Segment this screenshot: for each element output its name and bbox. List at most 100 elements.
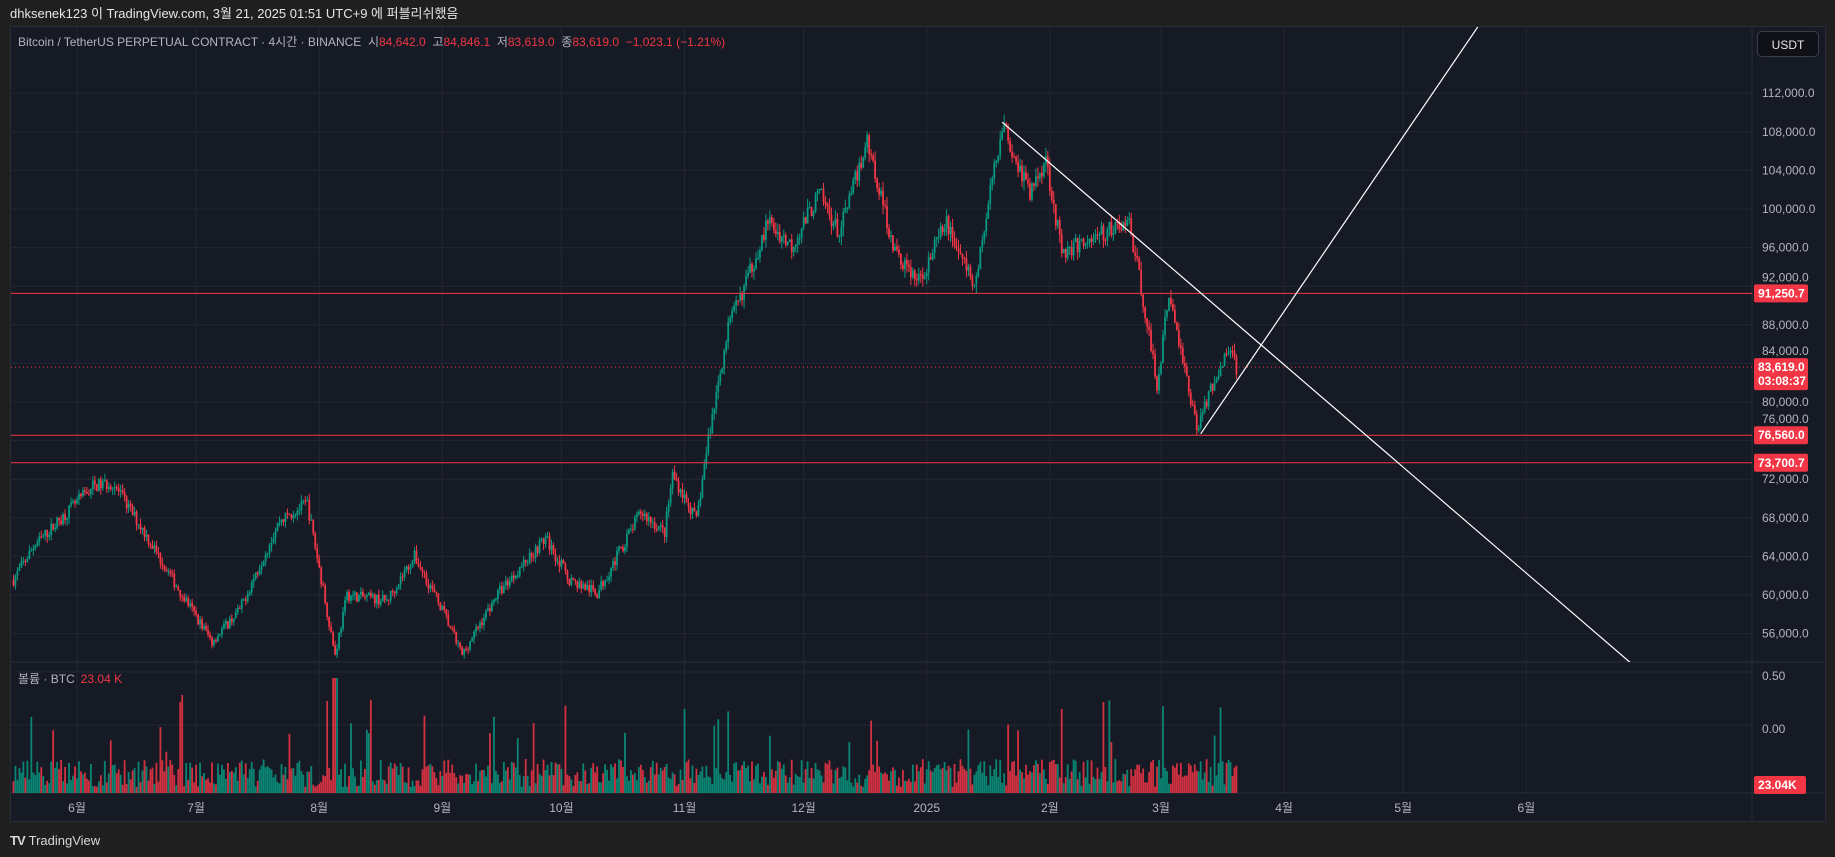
candle-body xyxy=(304,500,307,502)
volume-bar xyxy=(252,768,255,793)
candle-body xyxy=(774,230,777,234)
candle-body xyxy=(975,275,978,285)
time-tick-label: 8월 xyxy=(310,801,328,815)
candle-body xyxy=(1189,392,1192,405)
volume-bar xyxy=(548,775,551,793)
candle-body xyxy=(1233,350,1236,357)
volume-bar xyxy=(113,764,116,793)
candle-body xyxy=(354,592,356,596)
candle-body xyxy=(411,560,414,568)
candle-body xyxy=(256,572,259,575)
volume-bar xyxy=(409,786,412,793)
volume-bar xyxy=(169,759,172,793)
volume-bar xyxy=(80,771,82,793)
volume-bar xyxy=(900,786,902,793)
volume-bar xyxy=(1183,775,1186,793)
volume-bar xyxy=(493,716,495,793)
symbol-title[interactable]: Bitcoin / TetherUS PERPETUAL CONTRACT · … xyxy=(18,35,362,49)
candle-body xyxy=(473,631,475,639)
volume-bar xyxy=(520,786,523,793)
volume-bar xyxy=(860,785,863,793)
candle-body xyxy=(1219,367,1222,377)
volume-bar xyxy=(1211,785,1214,793)
candle-body xyxy=(933,239,936,253)
volume-bar xyxy=(858,774,861,793)
time-tick-label: 10월 xyxy=(549,801,573,815)
candle-body xyxy=(14,575,17,586)
volume-label[interactable]: 볼륨 · BTC xyxy=(18,672,75,686)
candle-body xyxy=(52,523,55,530)
low-value: 83,619.0 xyxy=(507,35,555,49)
candle-body xyxy=(1100,225,1103,235)
candle-body xyxy=(624,547,626,552)
volume-bar xyxy=(129,779,132,793)
volume-bar xyxy=(524,759,527,793)
symbol-legend: Bitcoin / TetherUS PERPETUAL CONTRACT · … xyxy=(18,33,725,50)
volume-bar xyxy=(691,765,694,793)
candle-body xyxy=(921,274,924,279)
volume-last-label-bg xyxy=(1754,776,1806,794)
candle-body xyxy=(659,524,662,527)
volume-bar xyxy=(1124,774,1127,793)
candle-body xyxy=(405,566,408,571)
candle-body xyxy=(522,559,525,567)
tradingview-logo-text[interactable]: TradingView xyxy=(28,832,101,848)
candle-body xyxy=(421,568,424,573)
volume-last-label: 23.04K xyxy=(1758,778,1797,792)
volume-bar xyxy=(417,780,420,793)
candle-body xyxy=(123,492,126,497)
volume-bar xyxy=(933,768,936,793)
volume-bar xyxy=(703,777,706,793)
volume-bar xyxy=(193,782,196,793)
volume-bar xyxy=(143,760,146,793)
volume-bar xyxy=(60,759,63,793)
volume-bar xyxy=(385,783,388,793)
volume-bar xyxy=(588,783,591,793)
volume-bar xyxy=(467,774,470,793)
candle-body xyxy=(508,580,511,586)
candle-body xyxy=(751,263,753,272)
candle-body xyxy=(1203,401,1206,413)
volume-bar xyxy=(270,769,273,793)
volume-bar xyxy=(230,770,233,793)
candle-body xyxy=(1064,248,1067,258)
candle-body xyxy=(737,300,740,302)
candle-body xyxy=(655,528,658,530)
price-tick-label: 72,000.0 xyxy=(1762,472,1809,486)
candle-body xyxy=(248,592,251,594)
candle-body xyxy=(759,250,761,258)
volume-bar xyxy=(780,768,783,793)
candle-body xyxy=(1181,347,1184,364)
candle-body xyxy=(1140,269,1143,295)
candle-body xyxy=(939,226,942,238)
volume-bar xyxy=(294,775,297,793)
volume-bar xyxy=(375,780,378,793)
candle-body xyxy=(453,628,456,632)
volume-bar xyxy=(733,763,736,793)
volume-bar xyxy=(449,772,452,793)
candle-body xyxy=(409,567,412,570)
volume-bar xyxy=(491,783,493,793)
volume-bar xyxy=(784,775,787,793)
volume-bar xyxy=(179,701,182,793)
candle-body xyxy=(459,642,462,648)
volume-bar xyxy=(620,760,622,793)
volume-bar xyxy=(155,762,158,793)
volume-bar xyxy=(1046,783,1049,793)
time-tick-label: 4월 xyxy=(1275,801,1293,815)
candle-body xyxy=(209,634,211,638)
volume-bar xyxy=(205,779,207,793)
chart-frame[interactable] xyxy=(10,26,1826,822)
volume-bar xyxy=(153,784,156,793)
currency-button[interactable]: USDT xyxy=(1757,31,1819,57)
candle-body xyxy=(1170,297,1172,304)
volume-bar xyxy=(38,772,41,793)
volume-bar xyxy=(62,781,65,793)
candle-body xyxy=(514,575,517,579)
candle-body xyxy=(1229,350,1232,354)
volume-bar xyxy=(457,783,460,793)
candle-body xyxy=(1116,222,1119,224)
volume-bar xyxy=(1134,769,1137,793)
volume-bar xyxy=(727,711,730,793)
